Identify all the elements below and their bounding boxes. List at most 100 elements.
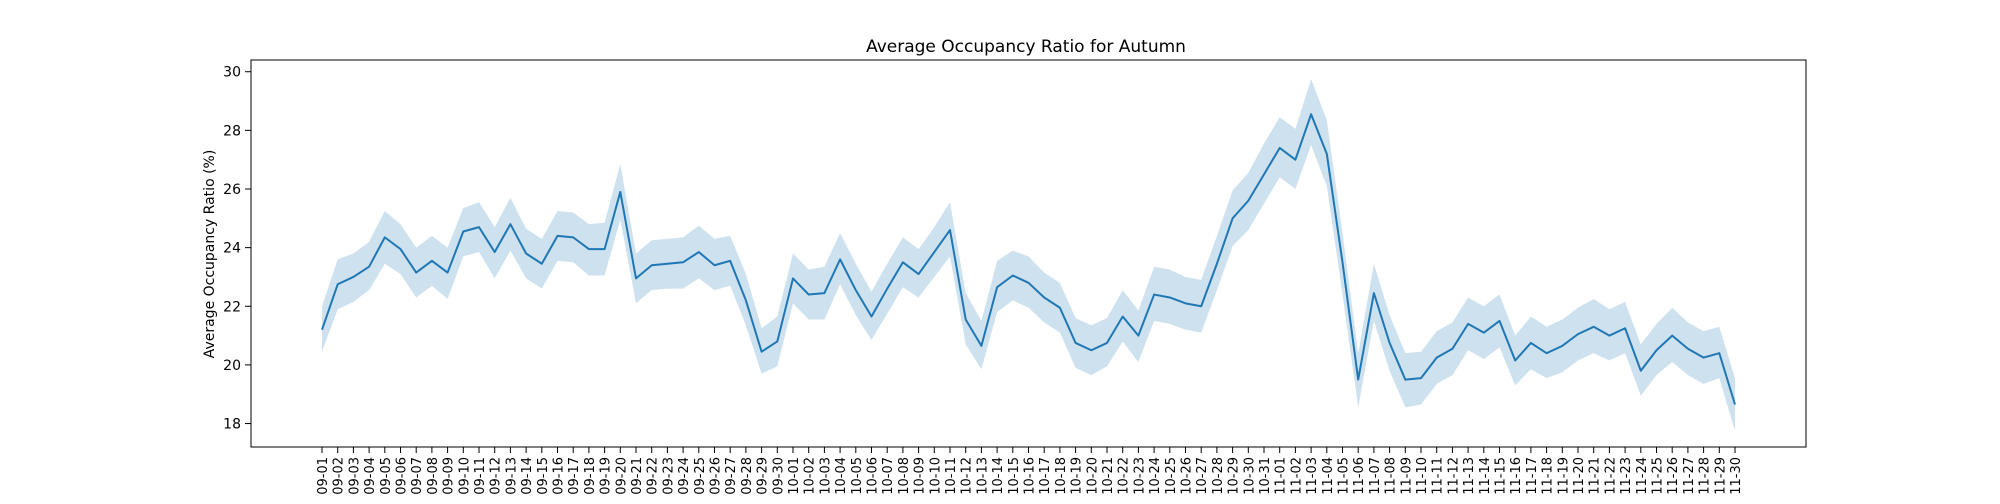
- data-point-11-26: [1671, 335, 1673, 337]
- data-point-11-25: [1656, 349, 1658, 351]
- x-tick-label: 10-12: [960, 457, 975, 495]
- data-point-10-06: [871, 316, 873, 318]
- x-tick-label: 11-05: [1337, 457, 1352, 495]
- data-point-10-03: [823, 292, 825, 294]
- x-tick-label: 10-23: [1132, 457, 1147, 495]
- data-point-11-04: [1326, 153, 1328, 155]
- x-tick-label: 09-21: [630, 457, 645, 495]
- data-point-10-31: [1263, 173, 1265, 175]
- x-tick-label: 11-17: [1525, 457, 1540, 495]
- data-point-11-22: [1608, 335, 1610, 337]
- x-tick-label: 09-25: [693, 457, 708, 495]
- data-point-09-15: [541, 263, 543, 265]
- data-point-10-14: [996, 286, 998, 288]
- x-tick-label: 10-25: [1164, 457, 1179, 495]
- data-point-09-02: [337, 283, 339, 285]
- data-point-09-12: [494, 251, 496, 253]
- data-point-11-20: [1577, 333, 1579, 335]
- x-tick-label: 11-13: [1462, 457, 1477, 495]
- data-point-09-05: [384, 236, 386, 238]
- x-tick-label: 10-01: [787, 457, 802, 495]
- x-tick-label: 09-26: [709, 457, 724, 495]
- data-point-09-07: [415, 272, 417, 274]
- data-point-10-21: [1106, 342, 1108, 344]
- chart-title: Average Occupancy Ratio for Autumn: [866, 37, 1186, 57]
- x-tick-label: 11-03: [1305, 457, 1320, 495]
- x-tick-label: 09-04: [363, 457, 378, 495]
- data-point-11-16: [1514, 360, 1516, 362]
- data-point-11-06: [1357, 379, 1359, 381]
- x-tick-label: 10-26: [1180, 457, 1195, 495]
- x-tick-label: 09-06: [395, 457, 410, 495]
- x-tick-label: 09-18: [583, 457, 598, 495]
- y-tick-label: 22: [223, 299, 241, 315]
- x-tick-label: 09-16: [552, 457, 567, 495]
- data-point-09-03: [352, 276, 354, 278]
- x-tick-label: 10-20: [1085, 457, 1100, 495]
- y-tick-label: 30: [223, 65, 241, 81]
- x-tick-label: 11-11: [1431, 457, 1446, 495]
- x-tick-label: 10-29: [1227, 457, 1242, 495]
- x-tick-label: 09-24: [677, 457, 692, 495]
- data-point-10-23: [1137, 335, 1139, 337]
- y-tick-label: 24: [223, 241, 241, 257]
- x-tick-label: 10-11: [944, 457, 959, 495]
- y-axis-ticks: 18 20 22 24 26 28 30: [223, 65, 251, 433]
- data-point-10-19: [1075, 342, 1077, 344]
- x-tick-label: 10-14: [991, 457, 1006, 495]
- data-point-10-17: [1043, 296, 1045, 298]
- x-tick-label: 09-09: [442, 457, 457, 495]
- x-tick-label: 09-22: [646, 457, 661, 495]
- x-tick-label: 10-31: [1258, 457, 1273, 495]
- x-tick-label: 10-19: [1070, 457, 1085, 495]
- x-tick-label: 09-30: [771, 457, 786, 495]
- x-tick-label: 09-01: [316, 457, 331, 495]
- x-tick-label: 09-23: [661, 457, 676, 495]
- y-tick-label: 20: [223, 358, 241, 374]
- x-tick-label: 10-24: [1148, 457, 1163, 495]
- data-point-10-26: [1185, 302, 1187, 304]
- x-tick-label: 11-22: [1603, 457, 1618, 495]
- data-point-10-13: [980, 345, 982, 347]
- x-tick-label: 09-05: [379, 457, 394, 495]
- data-point-09-13: [509, 223, 511, 225]
- series-line: [321, 113, 1736, 405]
- x-tick-label: 09-15: [536, 457, 551, 495]
- data-point-11-28: [1703, 357, 1705, 359]
- x-tick-label: 10-05: [850, 457, 865, 495]
- data-point-11-09: [1404, 379, 1406, 381]
- data-point-09-26: [714, 264, 716, 266]
- data-point-10-22: [1122, 316, 1124, 318]
- x-tick-label: 10-02: [803, 457, 818, 495]
- x-tick-label: 09-14: [520, 457, 535, 495]
- data-point-10-20: [1090, 349, 1092, 351]
- data-point-09-16: [557, 235, 559, 237]
- y-tick-label: 26: [223, 182, 241, 198]
- data-point-11-10: [1420, 377, 1422, 379]
- x-tick-label: 11-06: [1352, 457, 1367, 495]
- x-tick-label: 10-13: [975, 457, 990, 495]
- x-tick-label: 11-26: [1666, 457, 1681, 495]
- data-point-11-13: [1467, 323, 1469, 325]
- data-point-11-08: [1389, 342, 1391, 344]
- x-axis-ticks: 09-01 09-02 09-03 09-04 09-05 09-06 09-07 09-08…: [316, 447, 1744, 495]
- x-tick-label: 11-02: [1289, 457, 1304, 495]
- x-tick-label: 11-14: [1478, 457, 1493, 495]
- data-point-11-11: [1436, 357, 1438, 359]
- data-point-10-27: [1200, 305, 1202, 307]
- y-axis-label: Average Occupancy Ratio (%): [202, 150, 218, 359]
- data-point-11-18: [1546, 352, 1548, 354]
- x-tick-label: 11-19: [1556, 457, 1571, 495]
- x-tick-label: 10-18: [1054, 457, 1069, 495]
- x-tick-label: 11-24: [1635, 457, 1650, 495]
- data-point-11-02: [1294, 159, 1296, 161]
- x-tick-label: 10-03: [818, 457, 833, 495]
- data-point-09-21: [635, 277, 637, 279]
- x-tick-label: 10-27: [1195, 457, 1210, 495]
- data-point-09-22: [651, 264, 653, 266]
- x-tick-label: 09-11: [473, 457, 488, 495]
- data-point-11-05: [1342, 261, 1344, 263]
- x-tick-label: 11-01: [1274, 457, 1289, 495]
